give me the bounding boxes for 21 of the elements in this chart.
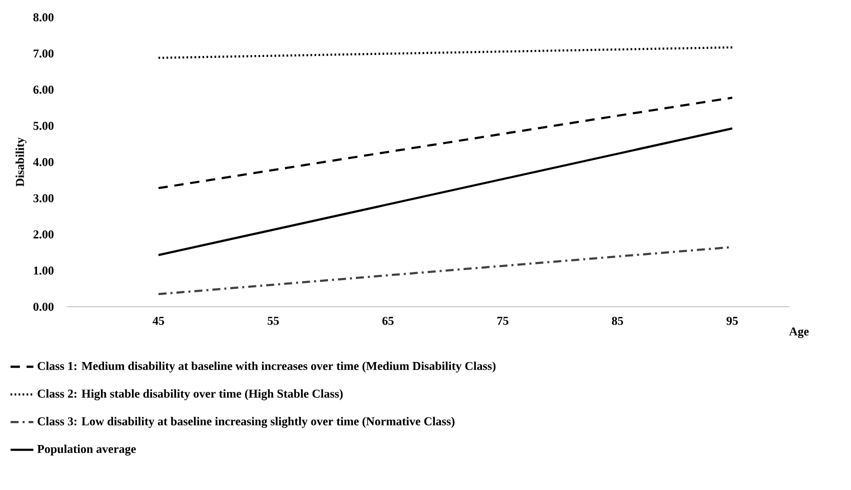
x-tick-label: 65 (382, 317, 394, 326)
x-tick-label: 75 (497, 317, 508, 326)
legend-label: Class 1: Medium disability at baseline with increases over time (Medium Disability Class) (38, 362, 496, 373)
legend-label: Population average (37, 444, 136, 456)
y-axis-title: Disability (16, 138, 26, 187)
legend-label: Class 2: High stable disability over time (High Stable Class) (38, 389, 343, 400)
x-tick-label: 55 (268, 317, 279, 326)
x-tick-label: 45 (152, 317, 164, 326)
y-tick-label: 1.00 (34, 266, 54, 275)
x-axis-title: Age (789, 328, 809, 338)
y-tick-label: 8.00 (33, 13, 54, 22)
y-tick-label: 7.00 (34, 50, 54, 58)
legend-label: Class 3: Low disability at baseline increasing slightly over time (Normative Class) (38, 417, 454, 428)
y-tick-label: 5.00 (33, 122, 54, 130)
x-tick-label: 95 (726, 317, 738, 326)
y-tick-label: 2.00 (33, 230, 54, 239)
y-tick-label: 4.00 (33, 158, 54, 166)
y-tick-label: 0.00 (33, 302, 54, 312)
y-tick-label: 3.00 (33, 194, 54, 203)
y-tick-label: 6.00 (33, 86, 54, 94)
x-tick-label: 85 (612, 317, 624, 326)
